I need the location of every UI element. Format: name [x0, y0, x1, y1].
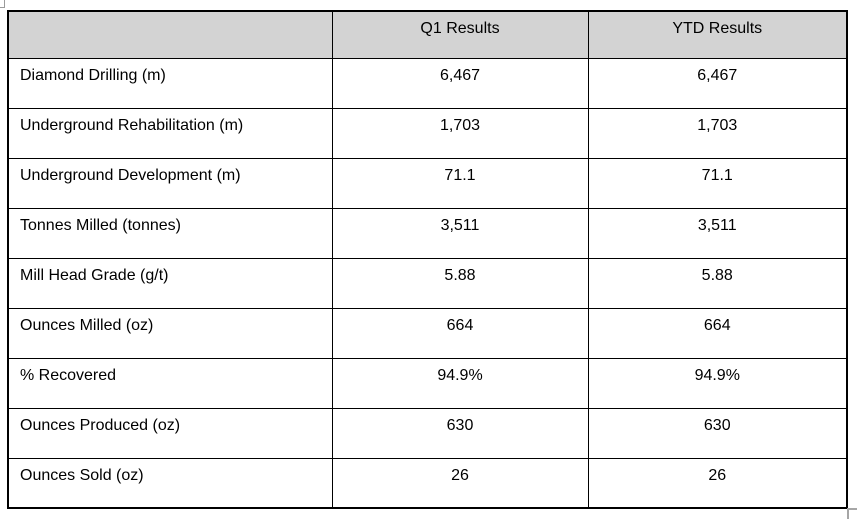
table-row: Diamond Drilling (m) 6,467 6,467 [7, 57, 848, 109]
table-resize-handle-icon[interactable] [847, 508, 857, 519]
metric-cell[interactable]: Ounces Milled (oz) [7, 307, 333, 359]
header-cell-q1-results[interactable]: Q1 Results [331, 10, 589, 59]
metric-cell[interactable]: Ounces Produced (oz) [7, 407, 333, 459]
table-row: Ounces Milled (oz) 664 664 [7, 307, 848, 359]
q1-value-cell[interactable]: 630 [331, 407, 589, 459]
header-row: Q1 Results YTD Results [7, 10, 848, 59]
q1-value-cell[interactable]: 26 [331, 457, 589, 509]
table-row: % Recovered 94.9% 94.9% [7, 357, 848, 409]
ytd-value-cell[interactable]: 94.9% [587, 357, 848, 409]
metric-cell[interactable]: Tonnes Milled (tonnes) [7, 207, 333, 259]
metric-cell[interactable]: Ounces Sold (oz) [7, 457, 333, 509]
table-move-handle-icon[interactable] [0, 0, 5, 8]
metric-cell[interactable]: Diamond Drilling (m) [7, 57, 333, 109]
header-cell-metric[interactable] [7, 10, 333, 59]
table-row: Tonnes Milled (tonnes) 3,511 3,511 [7, 207, 848, 259]
q1-value-cell[interactable]: 5.88 [331, 257, 589, 309]
q1-value-cell[interactable]: 3,511 [331, 207, 589, 259]
ytd-value-cell[interactable]: 664 [587, 307, 848, 359]
ytd-value-cell[interactable]: 630 [587, 407, 848, 459]
results-table: Q1 Results YTD Results Diamond Drilling … [7, 10, 848, 509]
ytd-value-cell[interactable]: 6,467 [587, 57, 848, 109]
metric-cell[interactable]: Underground Rehabilitation (m) [7, 107, 333, 159]
ytd-value-cell[interactable]: 1,703 [587, 107, 848, 159]
table-row: Underground Development (m) 71.1 71.1 [7, 157, 848, 209]
metric-cell[interactable]: Underground Development (m) [7, 157, 333, 209]
table-row: Mill Head Grade (g/t) 5.88 5.88 [7, 257, 848, 309]
table-row: Ounces Produced (oz) 630 630 [7, 407, 848, 459]
ytd-value-cell[interactable]: 71.1 [587, 157, 848, 209]
q1-value-cell[interactable]: 664 [331, 307, 589, 359]
header-cell-ytd-results[interactable]: YTD Results [587, 10, 848, 59]
ytd-value-cell[interactable]: 5.88 [587, 257, 848, 309]
metric-cell[interactable]: Mill Head Grade (g/t) [7, 257, 333, 309]
q1-value-cell[interactable]: 71.1 [331, 157, 589, 209]
ytd-value-cell[interactable]: 26 [587, 457, 848, 509]
table-row: Underground Rehabilitation (m) 1,703 1,703 [7, 107, 848, 159]
ytd-value-cell[interactable]: 3,511 [587, 207, 848, 259]
q1-value-cell[interactable]: 1,703 [331, 107, 589, 159]
q1-value-cell[interactable]: 6,467 [331, 57, 589, 109]
metric-cell[interactable]: % Recovered [7, 357, 333, 409]
q1-value-cell[interactable]: 94.9% [331, 357, 589, 409]
table-row: Ounces Sold (oz) 26 26 [7, 457, 848, 509]
